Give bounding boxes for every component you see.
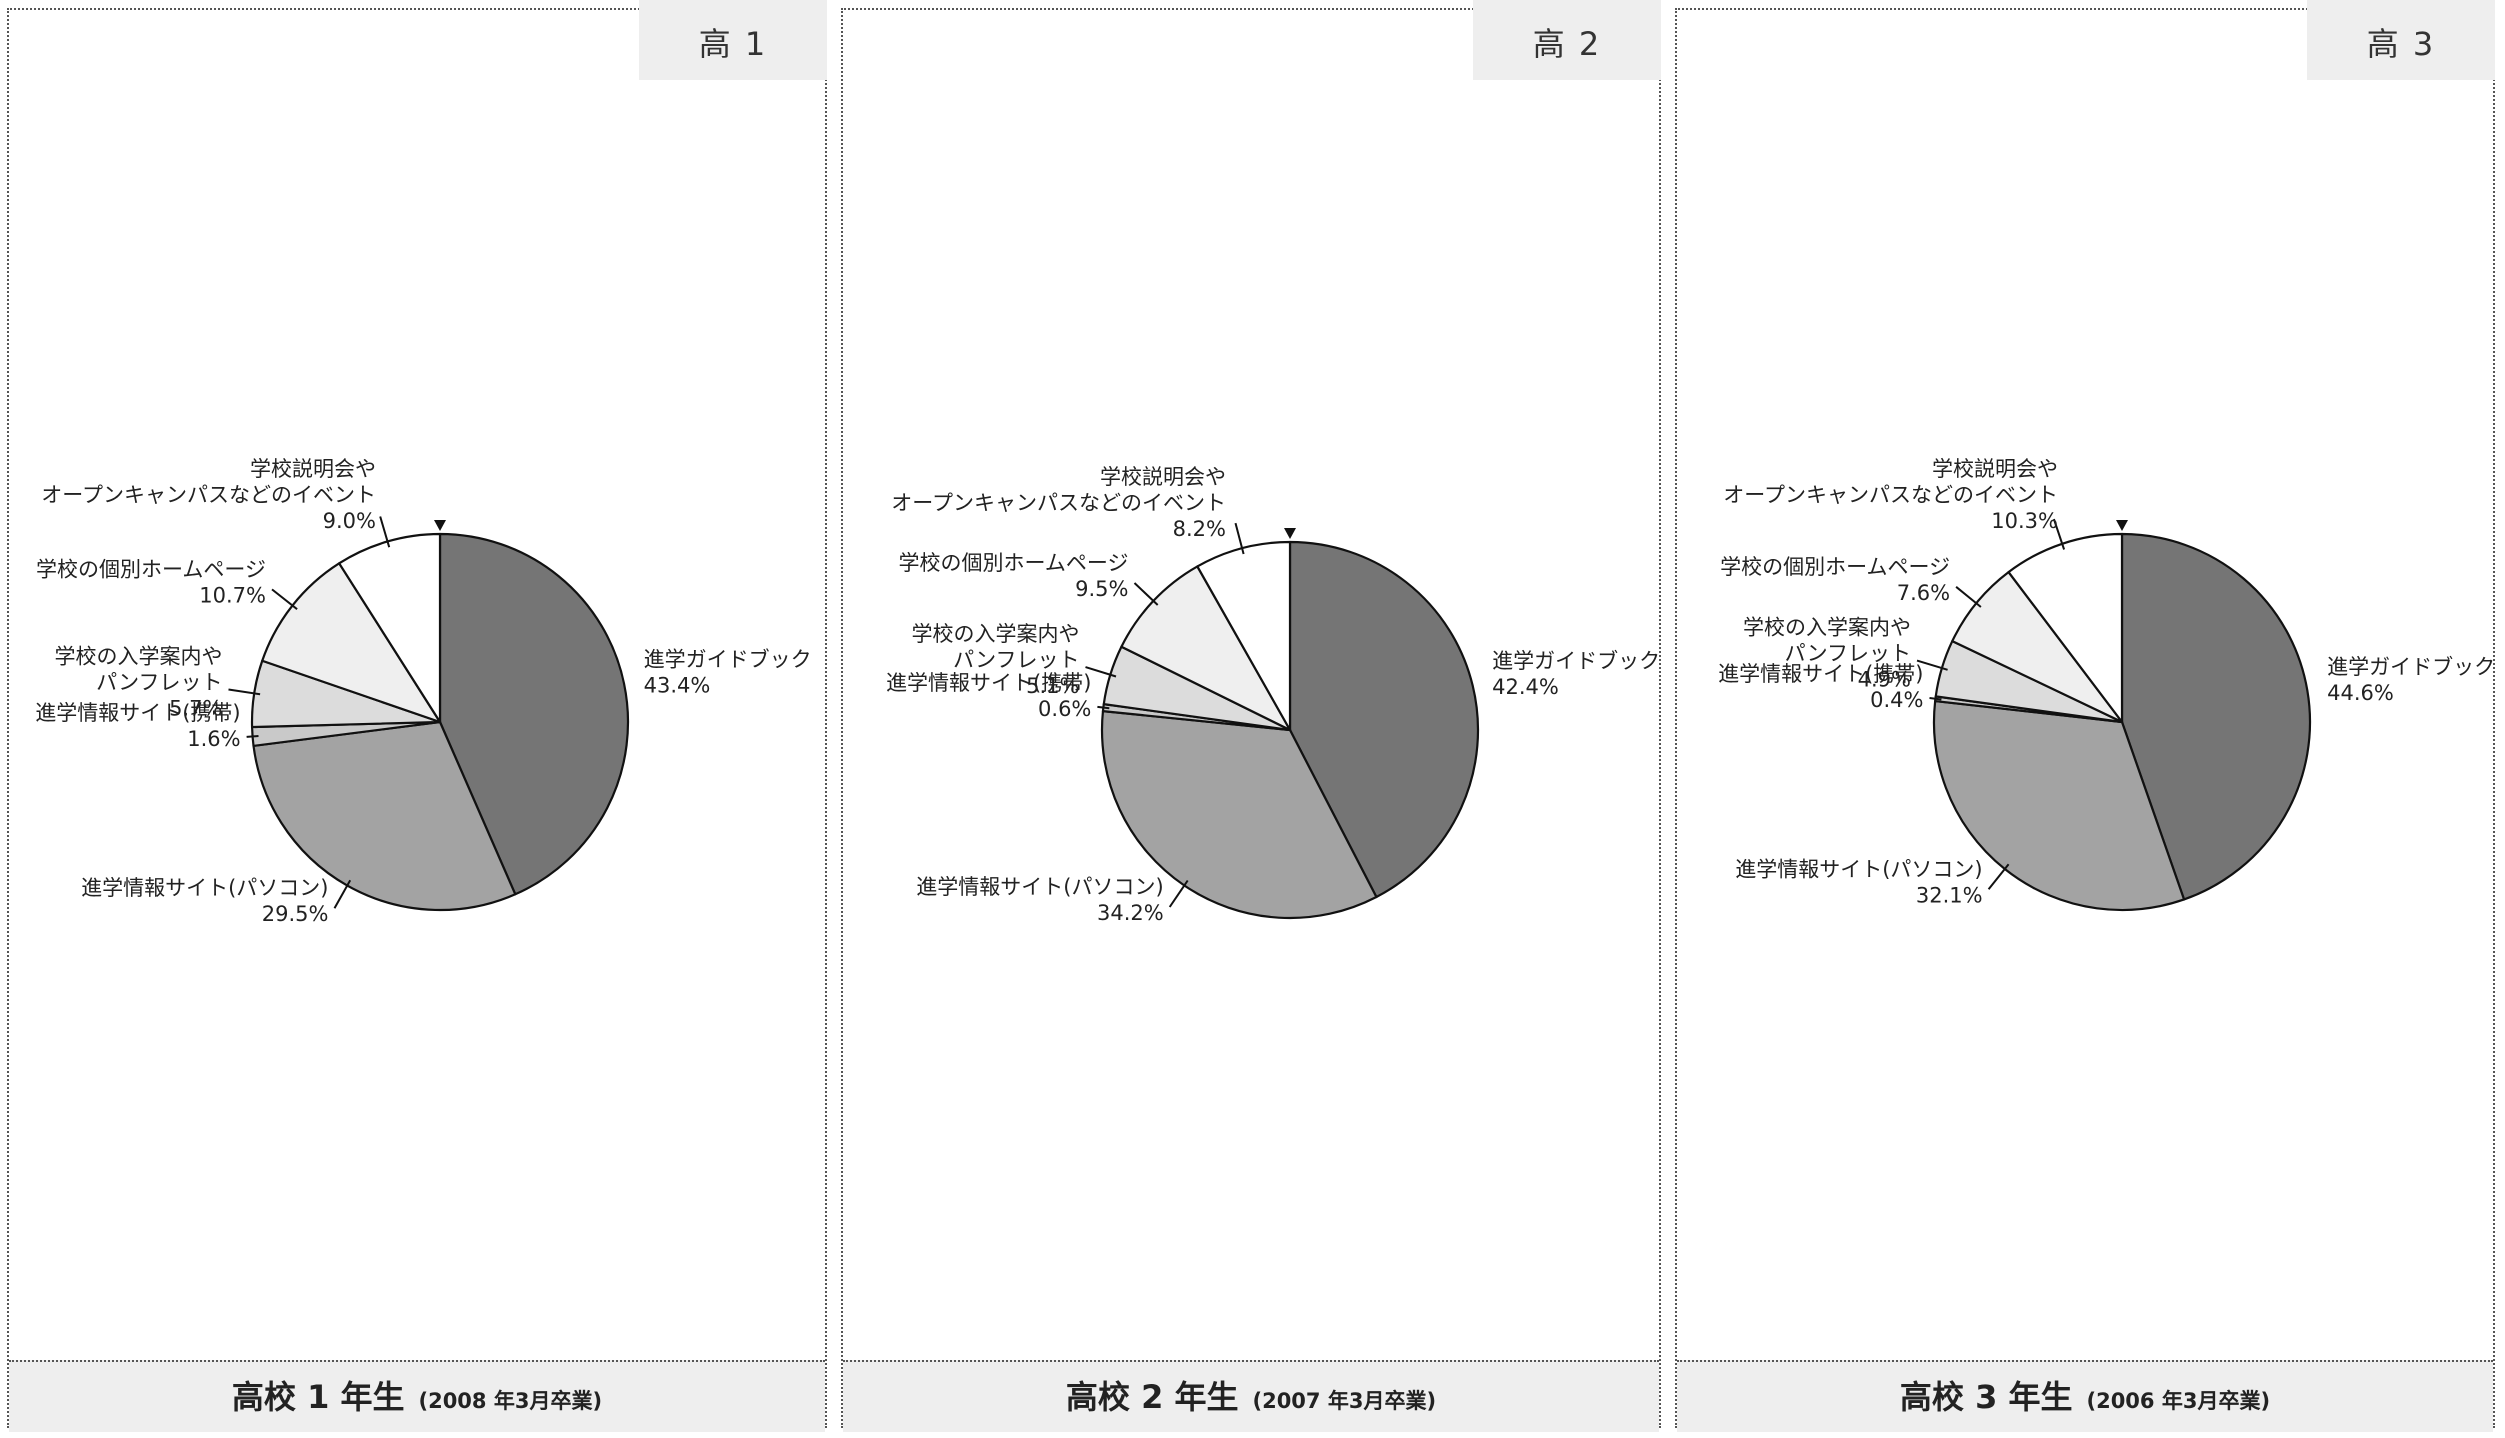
slice-label-line: 学校の入学案内や bbox=[912, 622, 1080, 646]
slice-value: 10.3% bbox=[1991, 509, 2058, 533]
slice-value: 42.4% bbox=[1492, 675, 1559, 699]
slice-label-line: パンフレット bbox=[953, 648, 1079, 672]
slice-value: 1.6% bbox=[187, 727, 240, 751]
slice-label-line: 進学情報サイト(パソコン) bbox=[1735, 857, 1982, 881]
leader-line-homepage bbox=[271, 588, 298, 610]
slice-label-line: 進学情報サイト(パソコン) bbox=[81, 876, 328, 900]
slice-value: 8.2% bbox=[1173, 517, 1226, 541]
slice-value: 5.7% bbox=[169, 697, 222, 721]
slice-label-site-pc: 進学情報サイト(パソコン) 34.2% bbox=[916, 875, 1163, 925]
leader-line-pamphlet bbox=[1916, 659, 1948, 671]
slice-label-guidebook: 進学ガイドブック 44.6% bbox=[2327, 655, 2495, 705]
slice-value: 43.4% bbox=[644, 674, 711, 698]
start-marker-icon bbox=[2116, 520, 2128, 531]
slice-label-line: 進学ガイドブック bbox=[644, 648, 812, 672]
slice-label-line: オープンキャンパスなどのイベント bbox=[1723, 483, 2058, 507]
slice-label-line: 進学ガイドブック bbox=[2327, 655, 2495, 679]
leader-line-site-mobile bbox=[1097, 705, 1110, 710]
slice-label-homepage: 学校の個別ホームページ 7.6% bbox=[1720, 555, 1950, 605]
slice-label-line: 学校の入学案内や bbox=[55, 645, 223, 669]
slice-label-line: 進学情報サイト(携帯) bbox=[35, 701, 240, 725]
slice-label-pamphlet: 学校の入学案内やパンフレット 5.1% bbox=[912, 622, 1080, 698]
pie-chart-grade-1: 進学ガイドブック 43.4% 進学情報サイト(パソコン) 29.5% 進学情報サイト(携… bbox=[35, 457, 812, 926]
slice-value: 0.6% bbox=[1038, 697, 1091, 721]
slice-label-homepage: 学校の個別ホームページ 9.5% bbox=[899, 551, 1129, 601]
leader-line-event bbox=[2052, 518, 2066, 550]
slice-label-site-mobile: 進学情報サイト(携帯) 0.4% bbox=[1718, 662, 1923, 712]
slice-label-event: 学校説明会やオープンキャンパスなどのイベント 8.2% bbox=[891, 465, 1226, 541]
start-marker-icon bbox=[1284, 528, 1296, 539]
slice-label-pamphlet: 学校の入学案内やパンフレット 4.9% bbox=[1743, 616, 1911, 692]
leader-line-homepage bbox=[1955, 586, 1982, 608]
slice-label-line: 学校の個別ホームページ bbox=[1720, 555, 1950, 579]
slice-value: 29.5% bbox=[262, 902, 329, 926]
grade-tag: 高 2 bbox=[1473, 0, 1661, 80]
slice-label-line: パンフレット bbox=[96, 671, 222, 695]
footer-bar: 高校 1 年生 (2008 年3月卒業) bbox=[9, 1360, 825, 1432]
slice-value: 44.6% bbox=[2327, 681, 2394, 705]
slice-label-line: オープンキャンパスなどのイベント bbox=[891, 491, 1226, 515]
leader-line-pamphlet bbox=[1085, 666, 1117, 678]
slice-label-guidebook: 進学ガイドブック 43.4% bbox=[644, 648, 812, 698]
slice-value: 7.6% bbox=[1897, 581, 1950, 605]
footer-subtitle: (2008 年3月卒業) bbox=[418, 1389, 603, 1413]
leader-line-event bbox=[379, 516, 391, 548]
footer-bar: 高校 2 年生 (2007 年3月卒業) bbox=[843, 1360, 1659, 1432]
slice-label-line: 学校の個別ホームページ bbox=[899, 551, 1129, 575]
leader-line-site-pc bbox=[1987, 863, 2010, 890]
slice-label-line: 学校説明会や bbox=[250, 457, 376, 481]
pie-slice-guidebook bbox=[1288, 540, 1480, 899]
slice-label-guidebook: 進学ガイドブック 42.4% bbox=[1492, 649, 1660, 699]
panel-grade-3: 高 3 進学ガイドブック 44.6% 進学情報サイト(パソコン) 32.1% 進学情報サ… bbox=[1668, 0, 2502, 1434]
slice-label-line: 学校の個別ホームページ bbox=[36, 557, 266, 581]
slice-label-line: 進学情報サイト(パソコン) bbox=[916, 875, 1163, 899]
slice-label-event: 学校説明会やオープンキャンパスなどのイベント 9.0% bbox=[41, 457, 376, 533]
grade-tag: 高 3 bbox=[2307, 0, 2495, 80]
panel-grade-2: 高 2 進学ガイドブック 42.4% 進学情報サイト(パソコン) 34.2% 進学情報サ… bbox=[834, 0, 1668, 1434]
slice-value: 5.1% bbox=[1026, 674, 1079, 698]
slice-label-line: 進学情報サイト(携帯) bbox=[886, 671, 1091, 695]
slice-label-pamphlet: 学校の入学案内やパンフレット 5.7% bbox=[55, 645, 223, 721]
slice-label-line: 学校説明会や bbox=[1100, 465, 1226, 489]
footer-title: 高校 2 年生 bbox=[1065, 1378, 1239, 1416]
slice-label-site-mobile: 進学情報サイト(携帯) 1.6% bbox=[35, 701, 240, 751]
footer-title: 高校 1 年生 bbox=[231, 1378, 405, 1416]
pie-chart-grade-2: 進学ガイドブック 42.4% 進学情報サイト(パソコン) 34.2% 進学情報サイト(携… bbox=[886, 465, 1660, 925]
pie-slice-guidebook bbox=[2120, 532, 2312, 901]
slice-label-line: 進学情報サイト(携帯) bbox=[1718, 662, 1923, 686]
pie-slice-guidebook bbox=[438, 532, 630, 896]
slice-label-line: オープンキャンパスなどのイベント bbox=[41, 483, 376, 507]
leader-line-pamphlet bbox=[228, 688, 261, 696]
slice-label-homepage: 学校の個別ホームページ 10.7% bbox=[36, 557, 266, 607]
slice-label-site-pc: 進学情報サイト(パソコン) 29.5% bbox=[81, 876, 328, 926]
slice-value: 34.2% bbox=[1097, 901, 1164, 925]
footer-title: 高校 3 年生 bbox=[1899, 1378, 2073, 1416]
leader-line-site-mobile bbox=[1929, 697, 1942, 701]
slice-value: 0.4% bbox=[1870, 688, 1923, 712]
slice-label-site-pc: 進学情報サイト(パソコン) 32.1% bbox=[1735, 857, 1982, 907]
footer-bar: 高校 3 年生 (2006 年3月卒業) bbox=[1677, 1360, 2493, 1432]
leader-line-homepage bbox=[1133, 582, 1159, 606]
slice-value: 9.5% bbox=[1075, 577, 1128, 601]
footer-subtitle: (2006 年3月卒業) bbox=[2086, 1389, 2271, 1413]
leader-line-event bbox=[1234, 522, 1245, 555]
slice-label-line: パンフレット bbox=[1785, 642, 1911, 666]
panel-grade-1: 高 1 進学ガイドブック 43.4% 進学情報サイト(パソコン) 29.5% 進学情報サ… bbox=[0, 0, 834, 1434]
slice-label-site-mobile: 進学情報サイト(携帯) 0.6% bbox=[886, 671, 1091, 721]
slice-value: 32.1% bbox=[1916, 883, 1983, 907]
leader-line-site-pc bbox=[1168, 879, 1189, 908]
leader-line-site-pc bbox=[333, 879, 352, 909]
leader-line-site-mobile bbox=[246, 735, 259, 738]
slice-value: 10.7% bbox=[199, 583, 266, 607]
footer-subtitle: (2007 年3月卒業) bbox=[1252, 1389, 1437, 1413]
grade-tag: 高 1 bbox=[639, 0, 827, 80]
start-marker-icon bbox=[434, 520, 446, 531]
slice-label-line: 学校説明会や bbox=[1932, 457, 2058, 481]
slice-label-line: 学校の入学案内や bbox=[1743, 616, 1911, 640]
slice-value: 9.0% bbox=[323, 509, 376, 533]
slice-label-event: 学校説明会やオープンキャンパスなどのイベント 10.3% bbox=[1723, 457, 2058, 533]
slice-label-line: 進学ガイドブック bbox=[1492, 649, 1660, 673]
slice-value: 4.9% bbox=[1858, 668, 1911, 692]
pie-chart-grade-3: 進学ガイドブック 44.6% 進学情報サイト(パソコン) 32.1% 進学情報サイト(携… bbox=[1718, 457, 2495, 912]
